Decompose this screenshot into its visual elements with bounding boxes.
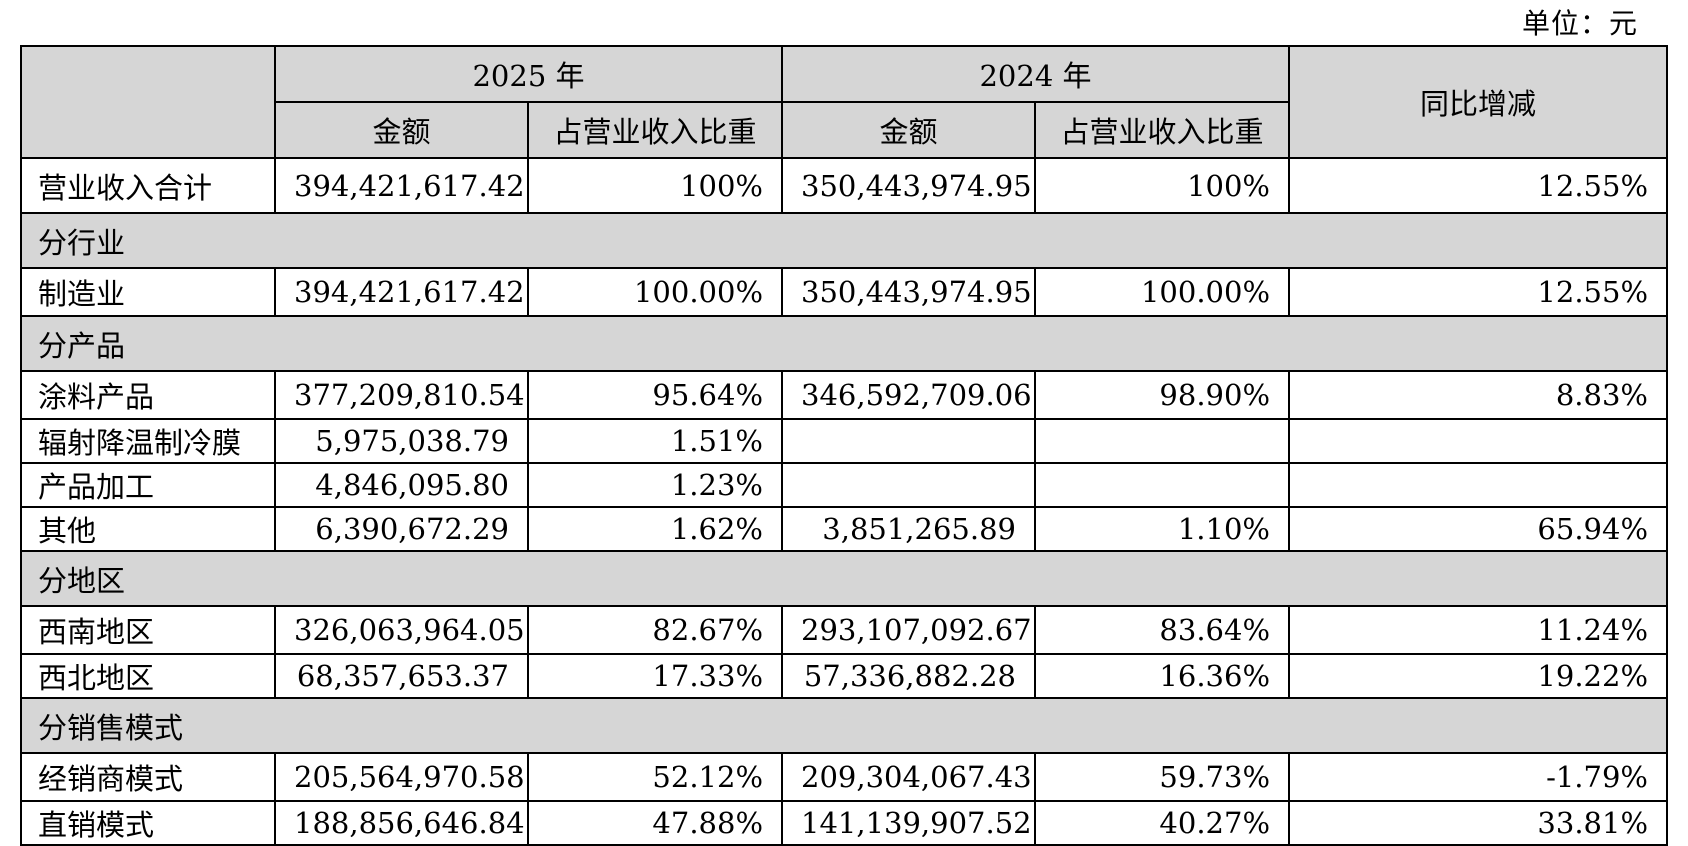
table-row: 经销商模式 205,564,970.58 52.12% 209,304,067.43 5… bbox=[20, 752, 1668, 802]
yoy-cell bbox=[1288, 418, 1668, 464]
share-2025-cell: 47.88% bbox=[527, 800, 783, 846]
amount-2024-cell: 293,107,092.67 bbox=[781, 605, 1036, 655]
table-row: 产品加工 4,846,095.80 1.23% bbox=[20, 462, 1668, 508]
share-2025-cell: 1.23% bbox=[527, 462, 783, 508]
yoy-cell: -1.79% bbox=[1288, 752, 1668, 802]
row-label: 经销商模式 bbox=[20, 752, 276, 802]
section-header-row: 分行业 bbox=[20, 212, 1668, 269]
table-row: 西北地区 68,357,653.37 17.33% 57,336,882.28 16.3… bbox=[20, 653, 1668, 699]
share-2024-cell: 98.90% bbox=[1034, 370, 1290, 420]
share-2024-cell: 100.00% bbox=[1034, 267, 1290, 317]
unit-label: 单位：元 bbox=[1521, 7, 1638, 40]
header-amount-2024: 金额 bbox=[781, 101, 1036, 159]
share-2024-cell: 59.73% bbox=[1034, 752, 1290, 802]
amount-2025-cell: 6,390,672.29 bbox=[274, 506, 529, 552]
share-2024-cell: 83.64% bbox=[1034, 605, 1290, 655]
header-share-2025: 占营业收入比重 bbox=[527, 101, 783, 159]
section-header-row: 分销售模式 bbox=[20, 697, 1668, 754]
amount-2024-cell bbox=[781, 418, 1036, 464]
share-2024-cell: 100% bbox=[1034, 157, 1290, 214]
section-header-row: 分地区 bbox=[20, 550, 1668, 607]
section-title: 分产品 bbox=[20, 315, 1668, 372]
share-2025-cell: 17.33% bbox=[527, 653, 783, 699]
amount-2025-cell: 4,846,095.80 bbox=[274, 462, 529, 508]
row-label: 营业收入合计 bbox=[20, 157, 276, 214]
amount-2025-cell: 188,856,646.84 bbox=[274, 800, 529, 846]
share-2024-cell: 1.10% bbox=[1034, 506, 1290, 552]
amount-2024-cell: 346,592,709.06 bbox=[781, 370, 1036, 420]
table-row: 其他 6,390,672.29 1.62% 3,851,265.89 1.10% 65.9… bbox=[20, 506, 1668, 552]
table-row: 西南地区 326,063,964.05 82.67% 293,107,092.67 83… bbox=[20, 605, 1668, 655]
yoy-cell: 11.24% bbox=[1288, 605, 1668, 655]
amount-2024-cell: 3,851,265.89 bbox=[781, 506, 1036, 552]
amount-2024-cell bbox=[781, 462, 1036, 508]
header-year-2024: 2024 年 bbox=[781, 45, 1290, 103]
header-blank-cell bbox=[20, 45, 276, 159]
yoy-cell: 12.55% bbox=[1288, 267, 1668, 317]
share-2024-cell bbox=[1034, 418, 1290, 464]
amount-2025-cell: 68,357,653.37 bbox=[274, 653, 529, 699]
revenue-table: 2025 年 2024 年 同比增减 金额 占营业收入比重 金额 占营业收入比重… bbox=[20, 45, 1668, 846]
share-2024-cell bbox=[1034, 462, 1290, 508]
amount-2024-cell: 350,443,974.95 bbox=[781, 157, 1036, 214]
amount-2025-cell: 5,975,038.79 bbox=[274, 418, 529, 464]
table-row: 辐射降温制冷膜 5,975,038.79 1.51% bbox=[20, 418, 1668, 464]
share-2024-cell: 40.27% bbox=[1034, 800, 1290, 846]
yoy-cell: 12.55% bbox=[1288, 157, 1668, 214]
amount-2025-cell: 205,564,970.58 bbox=[274, 752, 529, 802]
share-2025-cell: 52.12% bbox=[527, 752, 783, 802]
row-label: 直销模式 bbox=[20, 800, 276, 846]
yoy-cell: 8.83% bbox=[1288, 370, 1668, 420]
share-2024-cell: 16.36% bbox=[1034, 653, 1290, 699]
share-2025-cell: 95.64% bbox=[527, 370, 783, 420]
share-2025-cell: 1.51% bbox=[527, 418, 783, 464]
row-label: 西北地区 bbox=[20, 653, 276, 699]
amount-2025-cell: 326,063,964.05 bbox=[274, 605, 529, 655]
row-label: 其他 bbox=[20, 506, 276, 552]
header-year-2025: 2025 年 bbox=[274, 45, 783, 103]
amount-2025-cell: 377,209,810.54 bbox=[274, 370, 529, 420]
section-header-row: 分产品 bbox=[20, 315, 1668, 372]
section-title: 分行业 bbox=[20, 212, 1668, 269]
share-2025-cell: 100% bbox=[527, 157, 783, 214]
amount-2024-cell: 350,443,974.95 bbox=[781, 267, 1036, 317]
table-row: 制造业 394,421,617.42 100.00% 350,443,974.95 10… bbox=[20, 267, 1668, 317]
amount-2025-cell: 394,421,617.42 bbox=[274, 157, 529, 214]
amount-2024-cell: 209,304,067.43 bbox=[781, 752, 1036, 802]
table-row-total: 营业收入合计 394,421,617.42 100% 350,443,974.9… bbox=[20, 157, 1668, 214]
yoy-cell bbox=[1288, 462, 1668, 508]
header-share-2024: 占营业收入比重 bbox=[1034, 101, 1290, 159]
yoy-cell: 33.81% bbox=[1288, 800, 1668, 846]
amount-2025-cell: 394,421,617.42 bbox=[274, 267, 529, 317]
row-label: 产品加工 bbox=[20, 462, 276, 508]
section-title: 分销售模式 bbox=[20, 697, 1668, 754]
row-label: 制造业 bbox=[20, 267, 276, 317]
section-title: 分地区 bbox=[20, 550, 1668, 607]
table-row: 直销模式 188,856,646.84 47.88% 141,139,907.52 40… bbox=[20, 800, 1668, 846]
row-label: 涂料产品 bbox=[20, 370, 276, 420]
share-2025-cell: 82.67% bbox=[527, 605, 783, 655]
header-amount-2025: 金额 bbox=[274, 101, 529, 159]
yoy-cell: 65.94% bbox=[1288, 506, 1668, 552]
amount-2024-cell: 57,336,882.28 bbox=[781, 653, 1036, 699]
yoy-cell: 19.22% bbox=[1288, 653, 1668, 699]
amount-2024-cell: 141,139,907.52 bbox=[781, 800, 1036, 846]
row-label: 辐射降温制冷膜 bbox=[20, 418, 276, 464]
share-2025-cell: 100.00% bbox=[527, 267, 783, 317]
row-label: 西南地区 bbox=[20, 605, 276, 655]
share-2025-cell: 1.62% bbox=[527, 506, 783, 552]
header-yoy: 同比增减 bbox=[1288, 45, 1668, 159]
table-row: 涂料产品 377,209,810.54 95.64% 346,592,709.06 98… bbox=[20, 370, 1668, 420]
